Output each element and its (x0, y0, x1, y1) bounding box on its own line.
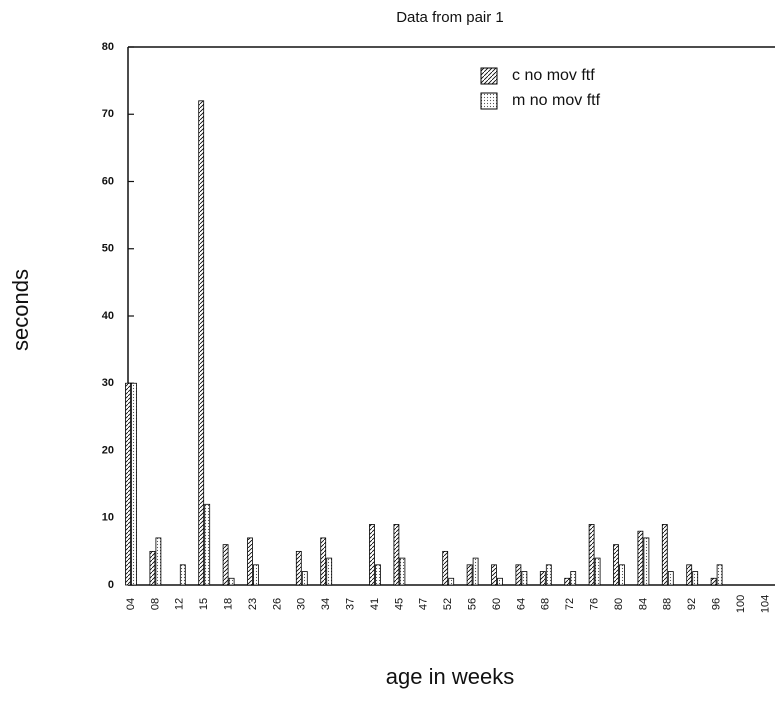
bar (375, 564, 381, 586)
y-tick-label: 0 (108, 579, 114, 591)
bar (448, 577, 455, 586)
bar (637, 530, 644, 586)
bar (661, 524, 668, 586)
x-tick-label: 88 (662, 598, 674, 610)
x-tick-label: 68 (540, 598, 552, 610)
bar (442, 550, 449, 586)
y-tick-label: 80 (102, 41, 114, 53)
y-tick-label: 10 (102, 512, 114, 524)
bar (686, 564, 693, 586)
bar (301, 571, 308, 586)
x-tick-label: 18 (223, 598, 235, 610)
x-tick-label: 47 (418, 598, 430, 610)
bar (710, 577, 717, 586)
x-tick-label: 34 (320, 598, 332, 610)
bar (369, 524, 375, 586)
x-tick-label: 04 (125, 598, 137, 610)
bar (253, 564, 259, 586)
x-tick-label: 41 (369, 598, 381, 610)
bar (521, 571, 528, 586)
x-tick-label: 23 (247, 598, 259, 610)
x-tick-label: 64 (515, 598, 527, 610)
bar (619, 564, 625, 586)
legend-swatch (480, 67, 498, 85)
bar (716, 564, 723, 586)
bar (393, 524, 400, 586)
x-tick-label: 80 (613, 598, 625, 610)
x-tick-label: 92 (686, 598, 698, 610)
x-tick-label: 15 (198, 598, 210, 610)
bar (491, 564, 497, 586)
bar (399, 557, 406, 586)
bar (198, 100, 205, 586)
bar (155, 537, 162, 586)
bar (643, 537, 650, 586)
bar (179, 564, 186, 586)
bar (667, 571, 674, 586)
x-tick-label: 45 (393, 598, 405, 610)
x-tick-label: 12 (174, 598, 186, 610)
bar (222, 544, 229, 586)
bar (594, 557, 601, 586)
y-tick-label: 70 (102, 108, 114, 120)
x-tick-label: 72 (564, 598, 576, 610)
x-tick-label: 96 (711, 598, 723, 610)
y-tick-label: 50 (102, 243, 114, 255)
x-tick-label: 56 (467, 598, 479, 610)
bar (515, 564, 522, 586)
bar (570, 571, 577, 586)
bar (545, 564, 552, 586)
x-tick-label: 52 (442, 598, 454, 610)
bar (228, 577, 235, 586)
bar (204, 503, 211, 586)
x-tick-label: 76 (589, 598, 601, 610)
y-axis-label: seconds (8, 269, 33, 351)
bar (497, 577, 503, 586)
bar (466, 564, 473, 586)
x-tick-label: 100 (735, 595, 747, 613)
bar (588, 524, 595, 586)
bar (149, 550, 156, 586)
x-axis-label: age in weeks (386, 664, 514, 689)
bar (564, 577, 571, 586)
bar (131, 382, 137, 586)
bar (326, 557, 333, 586)
bar (692, 571, 699, 586)
bar (295, 550, 302, 586)
bar (247, 537, 253, 586)
x-tick-label: 26 (271, 598, 283, 610)
y-tick-label: 40 (102, 310, 114, 322)
legend-swatch (480, 92, 498, 110)
x-tick-label: 104 (759, 595, 771, 613)
legend-label: c no mov ftf (512, 67, 595, 84)
chart-title: Data from pair 1 (396, 9, 504, 26)
x-tick-label: 84 (637, 598, 649, 610)
y-tick-label: 60 (102, 175, 114, 187)
bar (613, 544, 619, 586)
x-tick-label: 30 (296, 598, 308, 610)
x-tick-label: 08 (149, 598, 161, 610)
x-tick-label: 37 (345, 598, 357, 610)
y-tick-label: 30 (102, 377, 114, 389)
bar (539, 571, 546, 586)
legend-label: m no mov ftf (512, 92, 601, 109)
y-tick-label: 20 (102, 444, 114, 456)
bar (125, 382, 131, 586)
bar (472, 557, 479, 586)
bar (320, 537, 327, 586)
x-tick-label: 60 (491, 598, 503, 610)
